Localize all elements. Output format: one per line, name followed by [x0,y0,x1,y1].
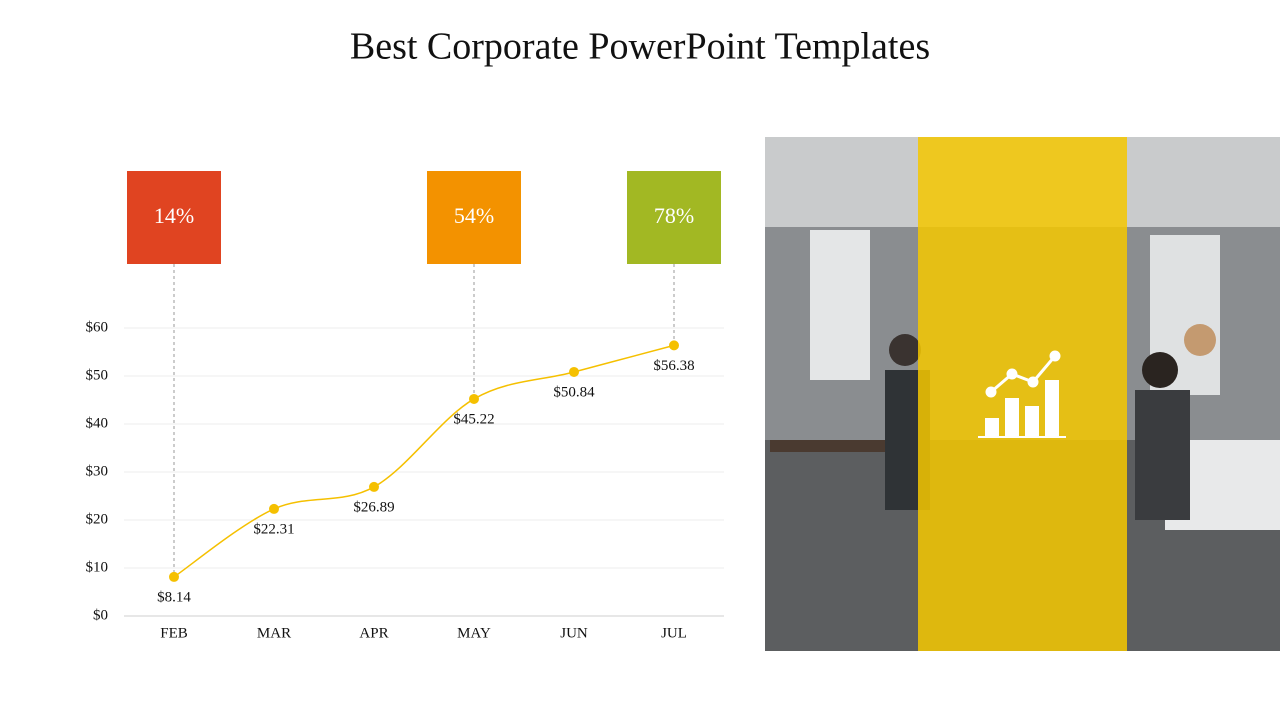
point [469,393,479,404]
point [569,366,579,377]
value-label: $22.31 [253,521,294,537]
x-tick-label: JUN [560,625,588,641]
value-label: $45.22 [453,411,494,427]
callout-label: 54% [454,203,494,228]
value-label: $56.38 [653,358,694,374]
x-tick-label: JUL [661,625,687,641]
callout-box [127,171,221,264]
callout-label: 78% [654,203,694,228]
y-tick-label: $50 [86,367,109,383]
point [669,340,679,351]
y-tick-label: $20 [86,511,109,527]
value-label: $50.84 [553,384,595,400]
callout-box [627,171,721,264]
x-tick-label: APR [359,625,388,641]
line [173,344,675,578]
x-tick-label: FEB [160,625,188,641]
callout-label: 14% [154,203,194,228]
x-tick-label: MAY [457,625,491,641]
y-tick-label: $40 [86,415,109,431]
x-tick-label: MAR [257,625,291,641]
y-tick-label: $0 [93,607,108,623]
value-label: $26.89 [353,499,394,515]
point [169,571,179,582]
point [369,481,379,492]
slide-title: Best Corporate PowerPoint Templates [350,26,930,68]
point [269,503,279,514]
value-label: $8.14 [157,589,191,605]
callout-box [427,171,521,264]
y-tick-label: $10 [86,559,109,575]
photo [765,137,1280,651]
y-tick-label: $60 [86,319,109,335]
y-tick-label: $30 [86,463,109,479]
